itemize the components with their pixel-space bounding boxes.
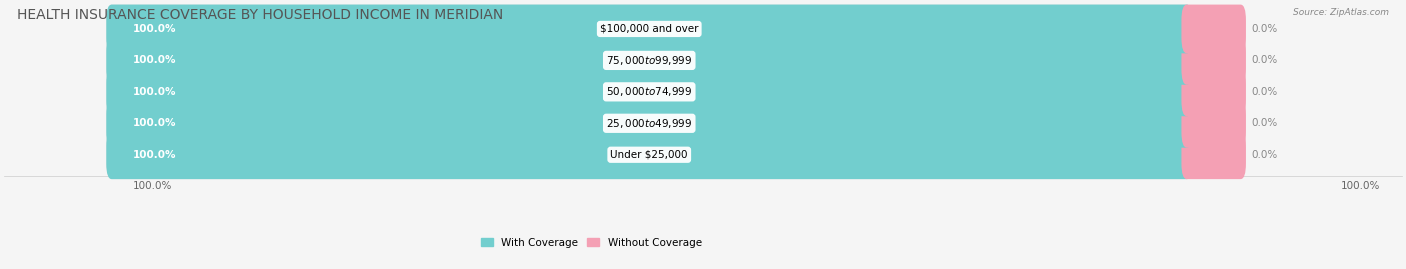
Text: 0.0%: 0.0%	[1251, 87, 1278, 97]
FancyBboxPatch shape	[107, 99, 1192, 148]
Text: 0.0%: 0.0%	[1251, 55, 1278, 65]
FancyBboxPatch shape	[1181, 68, 1246, 116]
FancyBboxPatch shape	[107, 36, 1192, 85]
Text: 100.0%: 100.0%	[134, 180, 173, 190]
Text: $25,000 to $49,999: $25,000 to $49,999	[606, 117, 692, 130]
Text: 100.0%: 100.0%	[134, 24, 177, 34]
Text: Under $25,000: Under $25,000	[610, 150, 688, 160]
FancyBboxPatch shape	[107, 5, 1192, 53]
Text: $100,000 and over: $100,000 and over	[600, 24, 699, 34]
FancyBboxPatch shape	[107, 99, 1192, 148]
FancyBboxPatch shape	[1181, 130, 1246, 179]
Text: Source: ZipAtlas.com: Source: ZipAtlas.com	[1294, 8, 1389, 17]
FancyBboxPatch shape	[107, 5, 1192, 53]
FancyBboxPatch shape	[107, 130, 1192, 179]
Text: 0.0%: 0.0%	[1251, 150, 1278, 160]
FancyBboxPatch shape	[107, 68, 1192, 116]
FancyBboxPatch shape	[1181, 5, 1246, 53]
Text: 0.0%: 0.0%	[1251, 24, 1278, 34]
Text: 100.0%: 100.0%	[134, 150, 177, 160]
FancyBboxPatch shape	[107, 130, 1192, 179]
Text: 100.0%: 100.0%	[134, 118, 177, 128]
FancyBboxPatch shape	[1181, 99, 1246, 148]
Text: 100.0%: 100.0%	[134, 55, 177, 65]
Text: $75,000 to $99,999: $75,000 to $99,999	[606, 54, 692, 67]
Text: 100.0%: 100.0%	[1341, 180, 1381, 190]
FancyBboxPatch shape	[107, 68, 1192, 116]
Legend: With Coverage, Without Coverage: With Coverage, Without Coverage	[477, 233, 706, 252]
FancyBboxPatch shape	[107, 36, 1192, 85]
FancyBboxPatch shape	[1181, 36, 1246, 85]
Text: $50,000 to $74,999: $50,000 to $74,999	[606, 85, 692, 98]
Text: 100.0%: 100.0%	[134, 87, 177, 97]
Text: 0.0%: 0.0%	[1251, 118, 1278, 128]
Text: HEALTH INSURANCE COVERAGE BY HOUSEHOLD INCOME IN MERIDIAN: HEALTH INSURANCE COVERAGE BY HOUSEHOLD I…	[17, 8, 503, 22]
